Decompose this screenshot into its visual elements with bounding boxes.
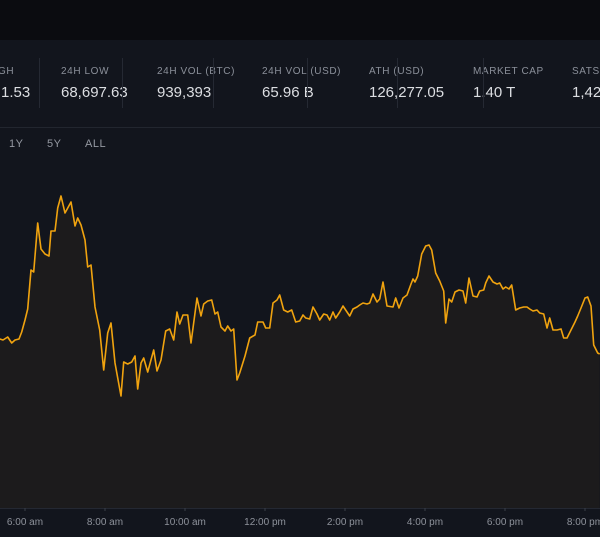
- stat-label: GH: [0, 66, 15, 77]
- stats-bar: GH …1.53 24H LOW 68,697.63 24H VOL (BTC)…: [0, 40, 600, 127]
- range-1y-button[interactable]: 1Y: [9, 138, 24, 150]
- stat-value: …1.53: [0, 84, 31, 101]
- stat-sats: SATS 1,42: [572, 66, 600, 101]
- x-tick-label: 12:00 pm: [244, 517, 286, 528]
- price-chart[interactable]: 6:00 am 8:00 am 10:00 am 12:00 pm 2:00 pm 4:0…: [0, 165, 600, 537]
- x-tick-label: 2:00 pm: [327, 517, 363, 528]
- stat-label: ATH (USD): [369, 66, 425, 77]
- divider: [39, 58, 40, 108]
- divider: [307, 58, 308, 108]
- x-tick-label: 4:00 pm: [407, 517, 443, 528]
- divider: [213, 58, 214, 108]
- top-bar: [0, 0, 600, 40]
- stat-label: 24H LOW: [61, 66, 110, 77]
- stat-value: 1,42: [572, 84, 600, 101]
- stat-label: MARKET CAP: [473, 66, 544, 77]
- x-tick-label: 10:00 am: [164, 517, 206, 528]
- stat-label: 24H VOL (USD): [262, 66, 342, 77]
- price-area-fill: [0, 196, 600, 508]
- price-line: [0, 195, 600, 397]
- range-5y-button[interactable]: 5Y: [47, 138, 62, 150]
- stat-value: 126,277.05: [369, 84, 445, 101]
- stat-label: SATS: [572, 66, 600, 77]
- divider: [122, 58, 123, 108]
- stat-24h-vol-btc: 24H VOL (BTC) 939,393: [157, 66, 235, 101]
- x-tick-label: 6:00 pm: [487, 517, 523, 528]
- x-tick-label: 8:00 pm: [567, 517, 600, 528]
- stat-label: 24H VOL (BTC): [157, 66, 236, 77]
- x-tick-label: 6:00 am: [7, 517, 43, 528]
- stat-value: 68,697.63: [61, 84, 128, 101]
- stat-24h-vol-usd: 24H VOL (USD) 65.96 B: [262, 66, 341, 101]
- stat-24h-low: 24H LOW 68,697.63: [61, 66, 128, 101]
- section-divider: [0, 127, 600, 128]
- stat-ath-usd: ATH (USD) 126,277.05: [369, 66, 444, 101]
- stat-value: 939,393: [157, 84, 212, 101]
- divider: [483, 58, 484, 108]
- range-all-button[interactable]: ALL: [85, 138, 107, 150]
- x-tick-label: 8:00 am: [87, 517, 123, 528]
- stat-value: 65.96 B: [262, 84, 314, 101]
- divider: [397, 58, 398, 108]
- stat-24h-high: GH …1.53: [0, 66, 30, 101]
